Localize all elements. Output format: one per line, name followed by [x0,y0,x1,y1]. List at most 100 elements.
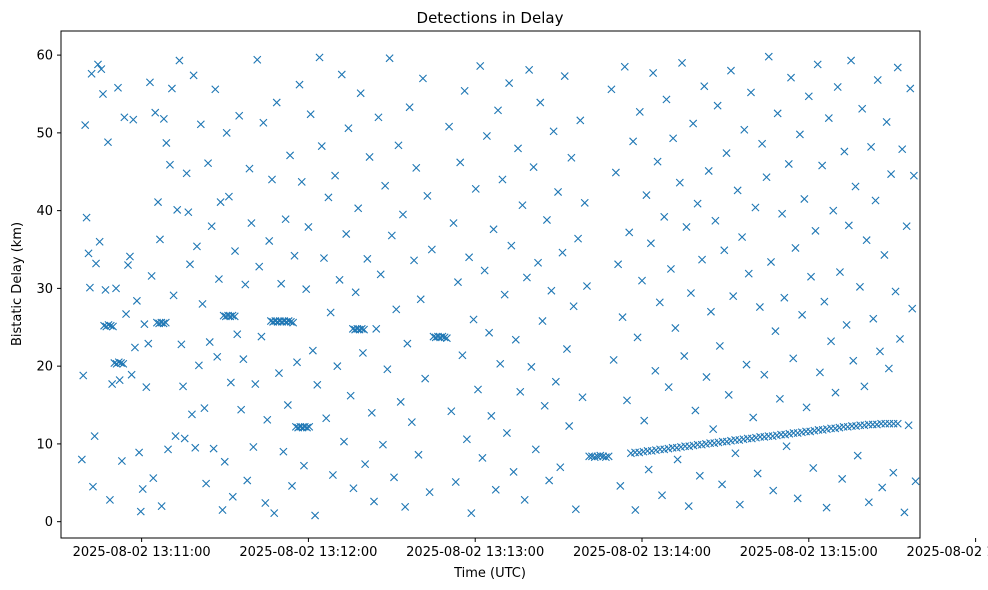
data-point-x-marker [518,201,527,210]
data-point-x-marker [84,249,93,258]
data-point-x-marker [809,464,818,473]
data-point-x-marker [360,325,369,334]
y-tick-label: 60 [36,49,53,64]
data-point-x-marker [664,383,673,392]
data-point-x-marker [655,298,664,307]
chart-title: Detections in Delay [417,9,564,27]
data-point-x-marker [713,101,722,110]
data-point-x-marker [695,471,704,480]
data-point-x-marker [253,55,262,64]
data-point-x-marker [290,251,299,260]
data-point-x-marker [106,321,115,330]
data-point-x-marker [180,434,189,443]
data-point-x-marker [773,109,782,118]
y-axis-label: Bistatic Delay (km) [10,222,25,346]
data-point-x-marker [326,308,335,317]
data-point-x-marker [709,425,718,434]
data-point-x-marker [895,334,904,343]
data-point-x-marker [194,361,203,370]
data-point-x-marker [198,299,207,308]
data-point-x-marker [390,473,399,482]
data-point-x-marker [92,259,101,268]
data-point-x-marker [635,107,644,116]
data-point-x-marker [787,73,795,82]
data-point-x-marker [671,324,680,333]
data-point-x-marker [241,280,250,289]
data-point-x-marker [693,199,702,208]
data-point-x-marker [442,334,451,343]
data-point-x-marker [85,283,94,292]
data-point-x-marker [279,447,288,456]
data-point-x-marker [363,254,372,263]
data-point-x-marker [882,117,891,126]
data-point-x-marker [651,366,660,375]
data-point-x-marker [818,161,827,170]
data-point-x-marker [335,275,344,284]
data-point-x-marker [333,362,342,371]
data-point-x-marker [81,121,90,130]
data-point-x-marker [191,443,200,452]
data-point-x-marker [614,260,623,269]
data-point-x-marker [104,320,113,329]
data-point-x-marker [182,169,191,178]
data-point-x-marker [855,282,864,291]
data-point-x-marker [162,138,171,147]
data-point-x-marker [891,287,900,296]
data-point-x-marker [562,345,571,354]
data-point-x-marker [405,103,414,112]
data-point-x-marker [112,284,121,293]
data-point-x-marker [820,297,829,306]
data-point-x-marker [908,304,917,313]
data-point-x-marker [449,219,458,228]
data-point-x-marker [445,122,454,131]
data-point-x-marker [135,448,144,457]
data-point-x-marker [673,455,682,464]
data-point-x-marker [358,348,367,357]
y-tick-label: 20 [36,360,53,375]
data-point-x-marker [286,151,295,160]
data-point-x-marker [189,71,198,80]
data-point-x-marker [722,149,731,158]
data-point-x-marker [165,160,174,169]
data-point-x-marker [880,250,889,259]
data-point-x-marker [795,130,804,139]
data-point-x-marker [270,509,279,518]
data-point-x-marker [272,98,281,107]
data-point-x-marker [184,208,193,217]
data-point-x-marker [456,158,465,167]
data-point-x-marker [751,203,760,212]
data-point-x-marker [447,407,456,416]
data-point-x-marker [177,340,186,349]
data-point-x-marker [376,270,385,279]
data-point-x-marker [161,318,170,327]
data-point-x-marker [576,116,585,125]
data-point-x-marker [549,127,558,136]
data-point-x-marker [340,437,348,446]
data-point-x-marker [105,495,114,504]
data-point-x-marker [303,423,312,432]
data-point-x-marker [771,327,780,336]
data-point-x-marker [192,242,201,251]
data-point-x-marker [644,465,653,474]
data-point-x-marker [911,477,920,486]
data-point-x-marker [138,485,147,493]
data-point-x-marker [616,481,625,490]
data-point-x-marker [556,463,565,472]
data-point-x-marker [418,74,427,83]
data-point-x-marker [496,359,505,368]
data-point-x-marker [649,69,658,77]
data-point-x-marker [79,371,88,380]
data-point-x-marker [662,95,671,104]
data-point-x-marker [465,253,474,262]
data-point-x-marker [898,145,907,154]
data-point-x-marker [381,181,390,190]
data-point-x-marker [414,450,423,459]
data-point-x-marker [702,373,711,382]
data-point-x-marker [257,332,266,341]
data-point-x-marker [308,346,317,355]
data-point-x-marker [344,124,353,133]
data-point-x-marker [337,70,346,79]
data-point-x-marker [753,469,762,478]
data-point-x-marker [691,406,700,415]
data-point-x-marker [646,239,655,248]
